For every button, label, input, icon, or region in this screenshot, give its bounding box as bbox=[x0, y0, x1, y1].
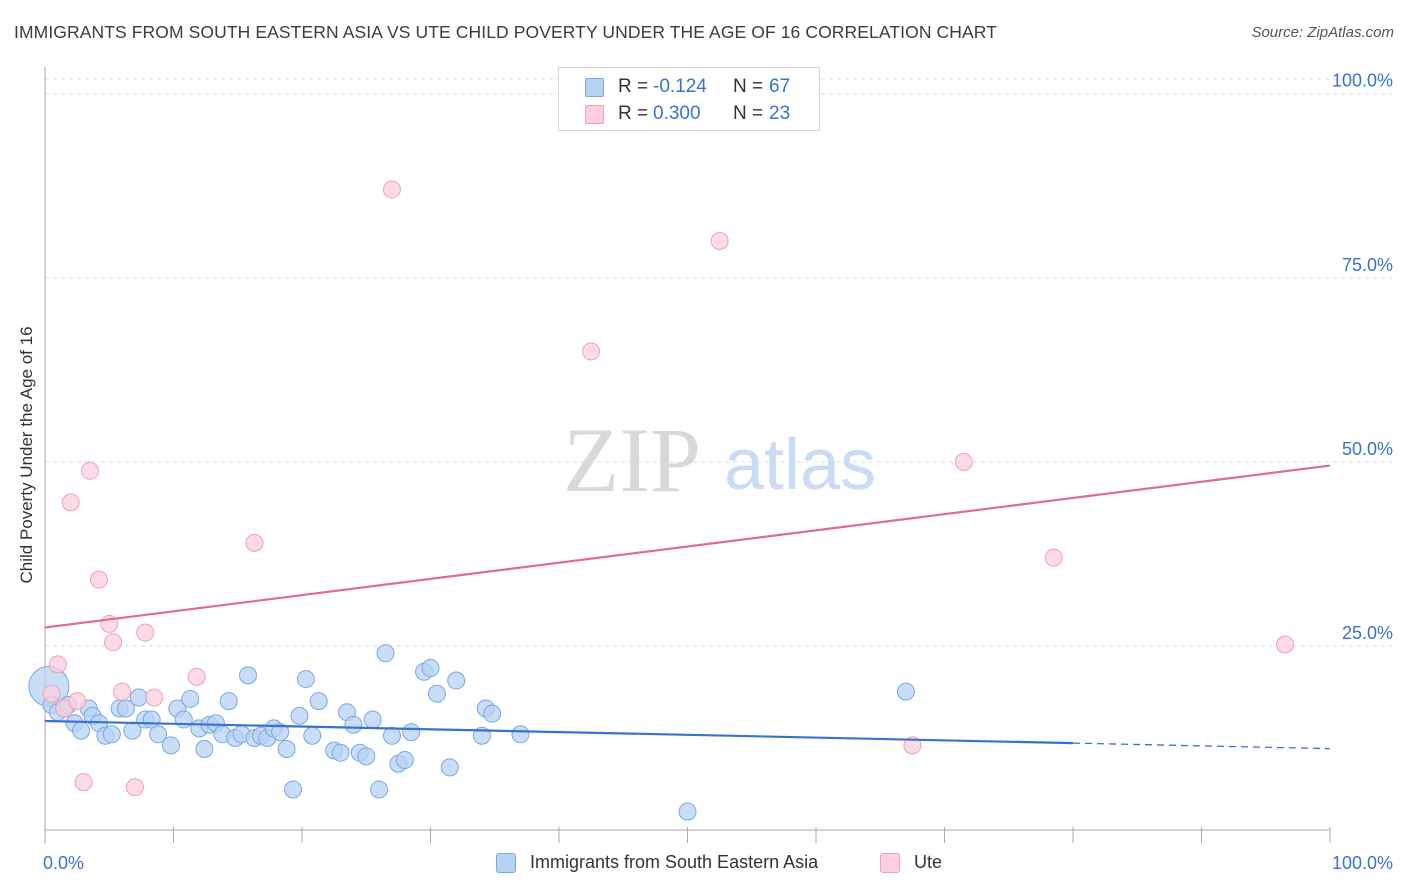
trend-line-immigrants bbox=[44, 719, 1074, 745]
data-point-ute bbox=[187, 667, 206, 686]
data-point-immigrants bbox=[239, 666, 258, 685]
data-point-immigrants bbox=[219, 692, 238, 711]
legend-n-value: 23 bbox=[769, 103, 791, 124]
data-point-immigrants bbox=[174, 710, 193, 729]
data-point-immigrants bbox=[678, 802, 697, 821]
axes bbox=[44, 67, 1331, 844]
data-point-immigrants bbox=[195, 740, 214, 759]
legend-r-label: R = bbox=[618, 76, 649, 97]
data-point-immigrants bbox=[71, 721, 90, 740]
y-tick-labels: 25.0% 50.0% 75.0% 100.0% bbox=[1332, 71, 1393, 643]
legend-n-value: 67 bbox=[769, 76, 791, 97]
legend-n-label: N = bbox=[733, 76, 764, 97]
x-tick-labels: 0.0% 100.0% bbox=[43, 853, 1393, 873]
data-point-immigrants bbox=[129, 688, 148, 707]
data-point-immigrants bbox=[511, 725, 530, 744]
chart-title: IMMIGRANTS FROM SOUTH EASTERN ASIA VS UT… bbox=[14, 22, 997, 42]
legend-r-value: -0.124 bbox=[653, 76, 707, 97]
data-point-ute bbox=[710, 231, 729, 250]
data-point-immigrants bbox=[395, 751, 414, 770]
data-point-immigrants bbox=[440, 758, 459, 777]
data-point-ute bbox=[89, 570, 108, 589]
data-point-immigrants bbox=[370, 780, 389, 799]
data-point-immigrants bbox=[149, 725, 168, 744]
data-point-ute bbox=[245, 533, 264, 552]
data-point-immigrants bbox=[357, 747, 376, 766]
data-point-immigrants bbox=[382, 726, 401, 745]
data-point-ute bbox=[80, 461, 99, 480]
data-point-ute bbox=[42, 684, 61, 703]
trend-line-ute bbox=[44, 464, 1331, 629]
grid bbox=[45, 78, 1392, 647]
data-point-immigrants bbox=[181, 689, 200, 708]
data-point-immigrants bbox=[284, 780, 303, 799]
series-immigrants-points bbox=[28, 644, 915, 821]
data-point-ute bbox=[61, 493, 80, 512]
data-point-immigrants bbox=[896, 682, 915, 701]
data-point-immigrants bbox=[331, 743, 350, 762]
data-point-immigrants bbox=[296, 670, 315, 689]
data-point-immigrants bbox=[427, 684, 446, 703]
legend-swatch-ute bbox=[585, 105, 604, 124]
data-point-ute bbox=[48, 655, 67, 674]
watermark-atlas: atlas bbox=[724, 425, 876, 505]
legend-r-value: 0.300 bbox=[653, 103, 701, 124]
y-tick-label: 100.0% bbox=[1332, 71, 1393, 91]
data-point-ute bbox=[582, 342, 601, 361]
trend-line-immigrants-extension bbox=[1072, 742, 1331, 750]
data-point-immigrants bbox=[161, 736, 180, 755]
legend: R = -0.124 N = 67 R = 0.300 N = 23 bbox=[558, 67, 820, 131]
data-point-ute bbox=[125, 778, 144, 797]
data-point-ute bbox=[104, 633, 123, 652]
data-point-immigrants bbox=[447, 671, 466, 690]
data-point-immigrants bbox=[344, 715, 363, 734]
y-tick-label: 25.0% bbox=[1342, 623, 1393, 643]
data-point-ute bbox=[113, 682, 132, 701]
legend-swatch-immigrants bbox=[585, 78, 604, 97]
data-point-immigrants bbox=[363, 710, 382, 729]
chart-source: Source: ZipAtlas.com bbox=[1251, 24, 1394, 41]
x-tick-label-min: 0.0% bbox=[43, 853, 84, 873]
data-point-immigrants bbox=[402, 723, 421, 742]
data-point-immigrants bbox=[421, 659, 440, 678]
y-tick-label: 50.0% bbox=[1342, 439, 1393, 459]
legend-r-label: R = bbox=[618, 103, 649, 124]
data-point-immigrants bbox=[290, 706, 309, 725]
data-point-immigrants bbox=[277, 740, 296, 759]
data-point-ute bbox=[382, 180, 401, 199]
data-point-immigrants bbox=[309, 692, 328, 711]
data-point-ute bbox=[903, 736, 922, 755]
bottom-legend-swatch-immigrants bbox=[496, 853, 516, 873]
data-point-immigrants bbox=[102, 725, 121, 744]
data-point-immigrants bbox=[376, 644, 395, 663]
data-point-ute bbox=[954, 452, 973, 471]
watermark-zip: ZIP bbox=[563, 409, 701, 511]
data-point-immigrants bbox=[116, 699, 135, 718]
watermark: ZIP atlas bbox=[563, 409, 876, 511]
data-point-ute bbox=[145, 688, 164, 707]
series-ute-points bbox=[42, 180, 1295, 797]
x-tick-label-max: 100.0% bbox=[1332, 853, 1393, 873]
legend-n-label: N = bbox=[733, 103, 764, 124]
data-point-ute bbox=[1276, 635, 1295, 654]
bottom-legend-label-ute: Ute bbox=[914, 852, 943, 872]
data-point-ute bbox=[136, 623, 155, 642]
data-point-immigrants bbox=[303, 726, 322, 745]
bottom-legend-swatch-ute bbox=[880, 853, 900, 873]
data-point-immigrants bbox=[483, 704, 502, 723]
trend-lines bbox=[44, 464, 1331, 750]
data-point-ute bbox=[74, 773, 93, 792]
bottom-legend-label-immigrants: Immigrants from South Eastern Asia bbox=[530, 852, 819, 872]
data-point-ute bbox=[1044, 548, 1063, 567]
y-tick-label: 75.0% bbox=[1342, 255, 1393, 275]
data-point-ute bbox=[68, 692, 87, 711]
data-point-immigrants bbox=[271, 723, 290, 742]
